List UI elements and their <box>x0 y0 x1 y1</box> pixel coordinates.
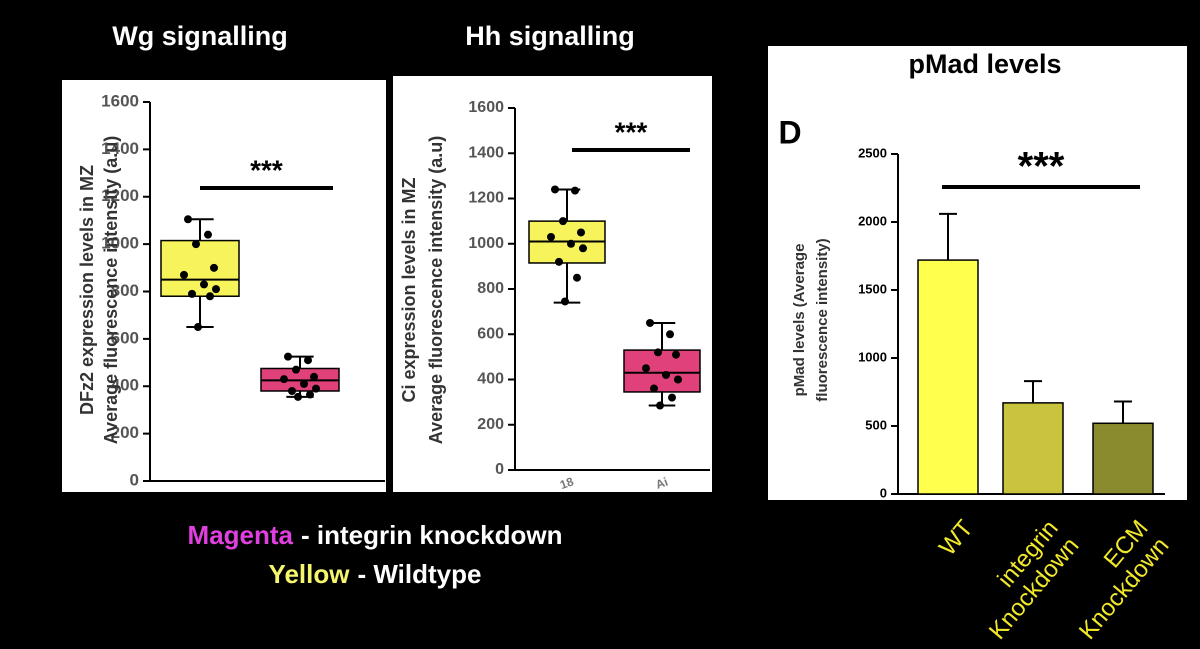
chart-title: Wg signalling <box>112 21 288 51</box>
y-tick-label: 1200 <box>101 186 139 205</box>
point <box>194 323 202 332</box>
point <box>288 386 296 395</box>
caption: Yellow - Wildtype <box>0 559 750 590</box>
y-axis-label: Ci expression levels in MZ <box>399 177 419 402</box>
point <box>668 393 676 402</box>
point <box>571 186 579 195</box>
y-tick-label: 1600 <box>101 91 139 110</box>
x-tick-label: 18 <box>558 474 576 492</box>
point <box>294 392 302 401</box>
caption-label: Yellow <box>268 559 350 589</box>
caption: Magenta - integrin knockdown <box>0 520 750 551</box>
y-tick-label: 400 <box>111 376 139 395</box>
point <box>567 239 575 248</box>
point <box>300 379 308 388</box>
y-tick-label: 2000 <box>858 213 887 228</box>
caption-label: Magenta <box>187 520 293 550</box>
y-tick-label: 0 <box>495 461 504 478</box>
y-axis-label: fluorescence intensity) <box>814 238 831 401</box>
point <box>646 318 654 327</box>
y-tick-label: 1000 <box>468 235 504 252</box>
point <box>579 244 587 253</box>
point <box>280 375 288 384</box>
chart-title: pMad levels <box>908 49 1061 79</box>
y-tick-label: 1500 <box>858 281 887 296</box>
significance: *** <box>1018 145 1065 189</box>
y-tick-label: 200 <box>111 423 139 442</box>
point <box>304 356 312 365</box>
y-tick-label: 0 <box>130 470 139 489</box>
y-tick-label: 800 <box>111 281 139 300</box>
y-tick-label: 1000 <box>101 234 139 253</box>
point <box>192 240 200 249</box>
point <box>656 401 664 410</box>
caption-text: - integrin knockdown <box>301 520 563 550</box>
point <box>292 365 300 374</box>
y-axis-label: pMad levels (Average <box>791 244 808 397</box>
y-axis-label: Average fluorescence intensity (a.u) <box>101 136 121 444</box>
point <box>551 185 559 194</box>
y-tick-label: 200 <box>477 416 504 433</box>
point <box>561 297 569 306</box>
y-axis-label: Average fluorescence intensity (a.u) <box>426 136 446 444</box>
point <box>200 280 208 289</box>
chart-title: Hh signalling <box>465 21 635 51</box>
point <box>672 350 680 359</box>
y-tick-label: 600 <box>477 325 504 342</box>
significance: *** <box>615 116 648 147</box>
point <box>547 232 555 241</box>
point <box>312 384 320 393</box>
point <box>180 270 188 279</box>
y-tick-label: 800 <box>477 280 504 297</box>
y-tick-label: 1600 <box>468 99 504 116</box>
point <box>188 289 196 298</box>
y-tick-label: 2500 <box>858 145 887 160</box>
box <box>623 349 701 393</box>
point <box>310 372 318 381</box>
y-tick-label: 1000 <box>858 349 887 364</box>
y-axis-label: DFz2 expression levels in MZ <box>77 165 97 415</box>
point <box>642 364 650 373</box>
point <box>212 285 220 294</box>
y-tick-label: 400 <box>477 371 504 388</box>
point <box>206 292 214 301</box>
y-tick-label: 0 <box>880 485 887 500</box>
panel <box>393 76 712 492</box>
point <box>184 215 192 224</box>
point <box>650 384 658 393</box>
panel-label: D <box>778 114 801 150</box>
bar <box>1002 402 1064 495</box>
box <box>160 239 240 297</box>
point <box>204 230 212 239</box>
point <box>306 390 314 399</box>
y-tick-label: 500 <box>865 417 887 432</box>
caption-text: - Wildtype <box>357 559 482 589</box>
y-tick-label: 1400 <box>101 139 139 158</box>
y-tick-label: 600 <box>111 328 139 347</box>
point <box>577 228 585 237</box>
y-tick-label: 1200 <box>468 190 504 207</box>
point <box>210 263 218 272</box>
x-tick-label: Ai <box>654 475 670 492</box>
bar <box>1092 422 1154 495</box>
point <box>284 352 292 361</box>
point <box>559 217 567 226</box>
point <box>674 375 682 384</box>
y-tick-label: 1400 <box>468 144 504 161</box>
point <box>662 370 670 379</box>
bar <box>917 259 979 495</box>
point <box>666 330 674 339</box>
point <box>573 273 581 282</box>
significance: *** <box>250 154 283 185</box>
point <box>654 348 662 357</box>
point <box>555 257 563 266</box>
